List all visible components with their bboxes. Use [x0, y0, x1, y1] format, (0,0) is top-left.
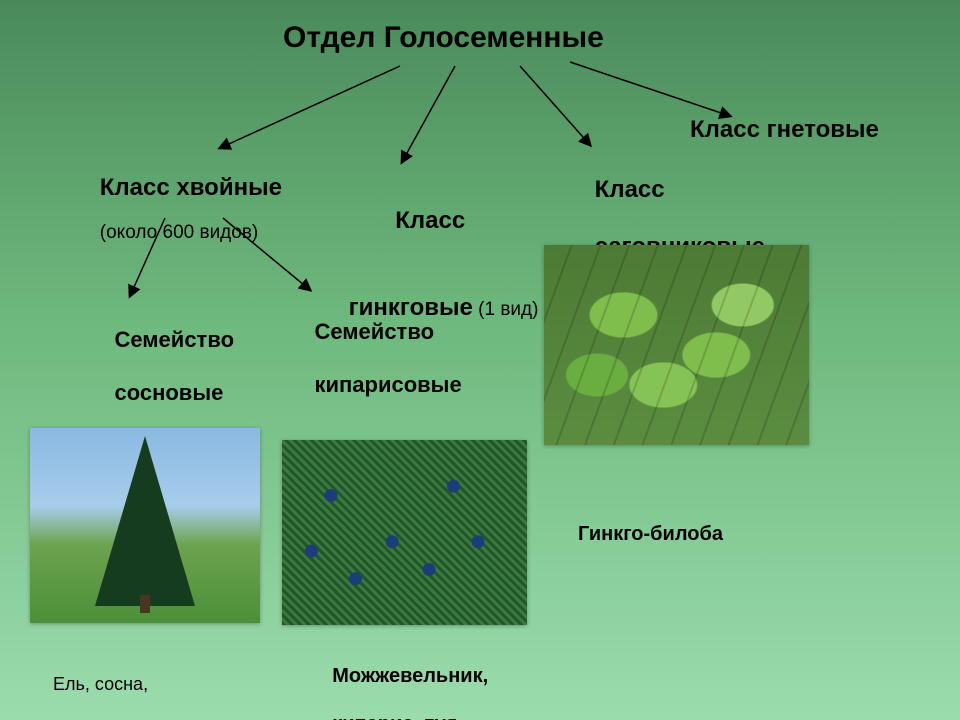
class-cycad-line1: Класс — [595, 176, 665, 203]
class-conifers: Класс хвойные (около 600 видов) — [82, 155, 282, 264]
caption-ginkgo: Гинкго-билоба — [578, 522, 723, 546]
caption-spruce: Ель, сосна, лиственница, кедр — [33, 652, 209, 720]
family-pine-line2: сосновые — [114, 380, 223, 405]
class-ginkgo-paren: (1 вид) — [473, 299, 539, 320]
image-juniper — [282, 440, 527, 625]
family-pine-line1: Семейство — [114, 327, 234, 352]
slide-root: Отдел Голосеменные Класс хвойные (около … — [0, 0, 960, 720]
image-ginkgo — [544, 245, 809, 445]
family-cypress: Семейство кипарисовые — [290, 293, 462, 425]
title: Отдел Голосеменные — [283, 20, 604, 56]
caption-spruce-line1: Ель, сосна, — [53, 674, 148, 694]
class-ginkgo-line1: Класс — [322, 207, 538, 236]
class-gnetophyta: Класс гнетовые — [690, 116, 879, 145]
family-cypress-line1: Семейство — [314, 319, 434, 344]
class-conifers-line1: Класс хвойные — [100, 174, 282, 201]
family-pine: Семейство сосновые — [90, 301, 234, 433]
class-conifers-line2: (около 600 видов) — [100, 222, 258, 243]
caption-juniper: Можжевельник, кипарис, туя — [310, 640, 488, 720]
caption-juniper-line2: кипарис, туя — [332, 713, 457, 720]
family-cypress-line2: кипарисовые — [314, 372, 461, 397]
caption-juniper-line1: Можжевельник, — [332, 665, 488, 687]
image-spruce — [30, 428, 260, 623]
